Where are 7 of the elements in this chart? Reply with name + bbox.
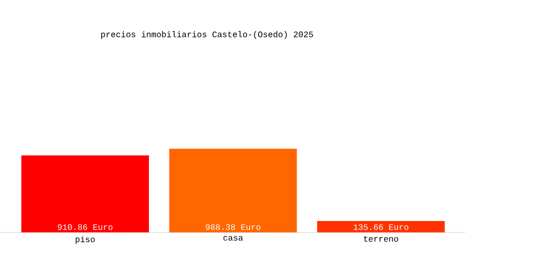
data-label: 910.86 Euro [58,224,112,230]
x-tick-label: casa [223,236,243,241]
x-tick-label: piso [76,236,95,244]
chart-title: precios inmobiliarios Castelo-(Osedo) 2025 [101,31,313,40]
data-label: 988.38 Euro [206,224,260,230]
data-label: 135.66 Euro [354,224,408,230]
x-tick-label: terreno [364,236,398,242]
